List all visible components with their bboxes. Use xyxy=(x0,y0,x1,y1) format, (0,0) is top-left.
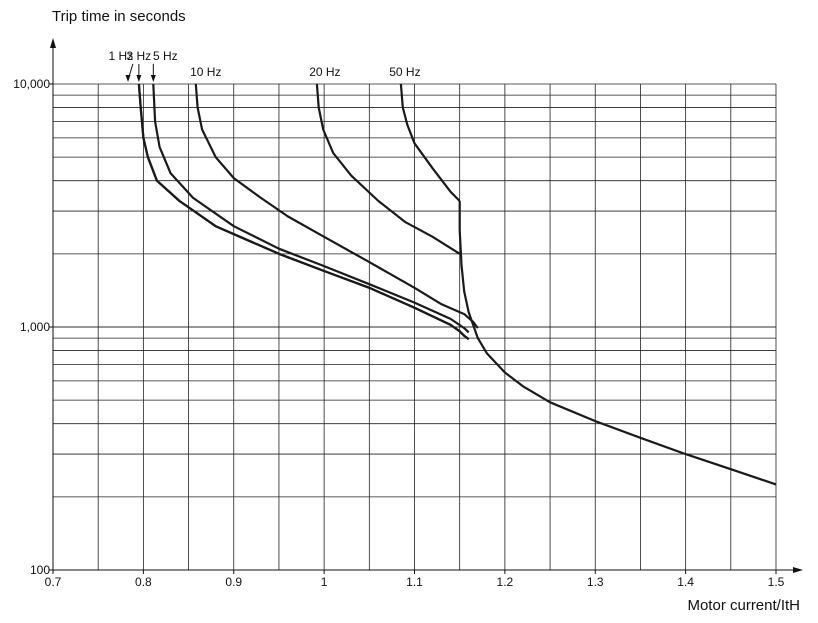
x-axis-title: Motor current/ItH xyxy=(687,597,800,614)
x-tick-label: 1.1 xyxy=(406,575,423,589)
series-label: 5 Hz xyxy=(153,49,178,63)
x-tick-label: 1.4 xyxy=(677,575,694,589)
y-axis-title: Trip time in seconds xyxy=(52,8,186,25)
label-pointer-arrow xyxy=(150,75,156,82)
series-label: 50 Hz xyxy=(389,65,420,79)
y-tick-label: 10,000 xyxy=(13,77,50,91)
x-axis-arrow xyxy=(793,567,803,573)
x-tick-label: 1.3 xyxy=(587,575,604,589)
curves xyxy=(137,83,777,486)
axes xyxy=(50,38,803,573)
tick-labels: 0.7 0.8 0.9 1 1.1 1.2 1.3 1.4 1.5 100 1,000 10,000 xyxy=(13,77,784,589)
label-pointer-arrow xyxy=(136,75,142,82)
x-tick-label: 1.2 xyxy=(497,575,514,589)
curve-3hz xyxy=(137,83,470,341)
y-tick-label: 100 xyxy=(30,563,50,577)
x-tick-label: 0.7 xyxy=(45,575,62,589)
x-tick-label: 0.8 xyxy=(135,575,152,589)
grid xyxy=(53,83,777,571)
curve-5hz xyxy=(152,83,470,334)
label-pointer-arrow xyxy=(125,75,131,82)
x-tick-label: 1.5 xyxy=(768,575,785,589)
series-label: 10 Hz xyxy=(190,65,221,79)
x-tick-label: 1 xyxy=(321,575,328,589)
x-tick-label: 0.9 xyxy=(225,575,242,589)
series-label: 3 Hz xyxy=(127,49,152,63)
curve-50hz xyxy=(399,83,461,202)
curve-10hz xyxy=(194,83,479,329)
y-axis-arrow xyxy=(50,38,56,48)
series-label: 1 Hz xyxy=(109,49,134,63)
series-label: 20 Hz xyxy=(309,65,340,79)
curve-common xyxy=(458,201,777,486)
y-tick-label: 1,000 xyxy=(20,320,50,334)
curve-20hz xyxy=(315,83,461,255)
series-labels: 1 Hz3 Hz 5 Hz 10 Hz 20 Hz 50 Hz xyxy=(109,49,421,82)
